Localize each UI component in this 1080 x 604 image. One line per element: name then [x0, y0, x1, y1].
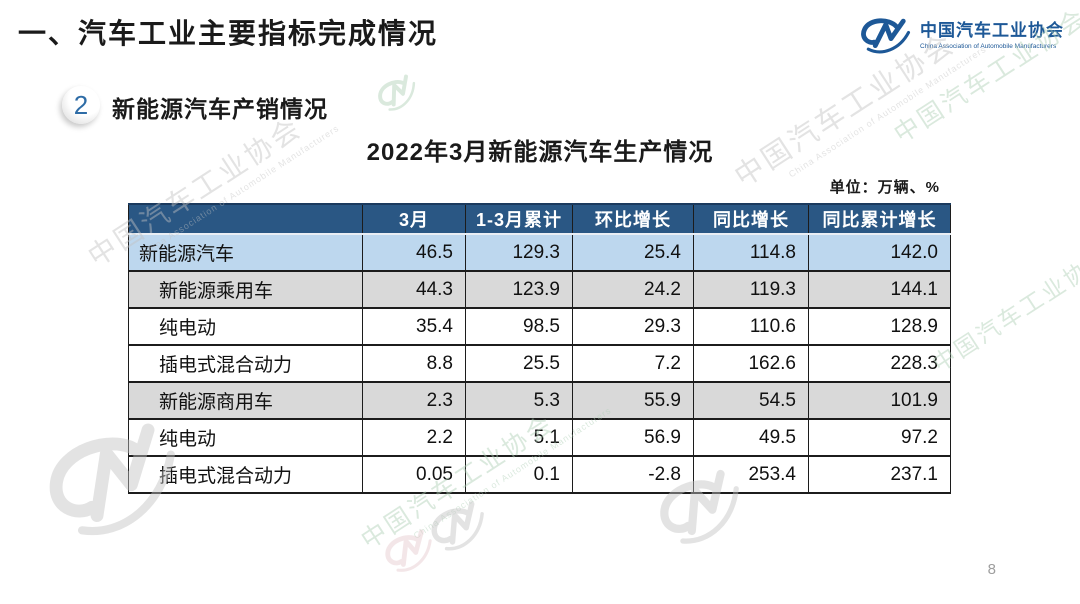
value-cell: 119.3 — [693, 271, 809, 309]
value-cell: 142.0 — [808, 234, 951, 272]
value-cell: 128.9 — [808, 308, 951, 346]
value-cell: 2.2 — [362, 419, 466, 457]
value-cell: 55.9 — [572, 382, 694, 420]
header-cell: 3月 — [362, 203, 466, 235]
value-cell: 123.9 — [465, 271, 573, 309]
cam-logo-icon — [856, 16, 912, 56]
value-cell: 35.4 — [362, 308, 466, 346]
value-cell: 97.2 — [808, 419, 951, 457]
logo-name-cn: 中国汽车工业协会 — [920, 21, 1064, 41]
header-cell: 1-3月累计 — [465, 203, 573, 235]
value-cell: 46.5 — [362, 234, 466, 272]
value-cell: 8.8 — [362, 345, 466, 383]
page-title: 一、汽车工业主要指标完成情况 — [18, 18, 439, 49]
cam-logo-text: 中国汽车工业协会 China Association of Automobile… — [920, 21, 1064, 50]
table-row: 纯电动 2.2 5.1 56.9 49.5 97.2 — [128, 419, 951, 457]
value-cell: 49.5 — [693, 419, 809, 457]
section-number-badge: 2 — [62, 86, 100, 124]
row-label-cell: 新能源商用车 — [128, 382, 363, 420]
value-cell: -2.8 — [572, 456, 694, 494]
value-cell: 5.1 — [465, 419, 573, 457]
row-label-cell: 插电式混合动力 — [128, 345, 363, 383]
table-header: 3月 1-3月累计 环比增长 同比增长 同比累计增长 — [128, 203, 951, 235]
header-cell — [128, 203, 363, 235]
watermark-text: 中国汽车工业协会 — [927, 241, 1080, 377]
table-row: 新能源乘用车 44.3 123.9 24.2 119.3 144.1 — [128, 271, 951, 309]
section-number: 2 — [73, 89, 89, 120]
watermark — [369, 70, 424, 118]
value-cell: 25.5 — [465, 345, 573, 383]
table-row: 纯电动 35.4 98.5 29.3 110.6 128.9 — [128, 308, 951, 346]
header-cell: 同比增长 — [693, 203, 809, 235]
value-cell: 114.8 — [693, 234, 809, 272]
production-table: 3月 1-3月累计 环比增长 同比增长 同比累计增长 新能源汽车 46.5 129.… — [128, 203, 951, 494]
value-cell: 54.5 — [693, 382, 809, 420]
row-label-cell: 新能源乘用车 — [128, 271, 363, 309]
section-heading: 新能源汽车产销情况 — [112, 96, 328, 122]
value-cell: 162.6 — [693, 345, 809, 383]
logo-name-en: China Association of Automobile Manufact… — [920, 42, 1057, 50]
table-title: 2022年3月新能源汽车生产情况 — [366, 139, 714, 166]
watermark — [375, 524, 441, 581]
row-label-cell: 纯电动 — [128, 308, 363, 346]
watermark-cam-icon — [375, 524, 441, 581]
row-label-cell: 纯电动 — [128, 419, 363, 457]
table-header-row: 3月 1-3月累计 环比增长 同比增长 同比累计增长 — [128, 203, 951, 235]
header-cell: 同比累计增长 — [808, 203, 951, 235]
row-label-cell: 新能源汽车 — [128, 234, 363, 272]
row-label-cell: 插电式混合动力 — [128, 456, 363, 494]
table-row: 插电式混合动力 8.8 25.5 7.2 162.6 228.3 — [128, 345, 951, 383]
value-cell: 2.3 — [362, 382, 466, 420]
watermark: 中国汽车工业协会 — [927, 241, 1080, 377]
value-cell: 228.3 — [808, 345, 951, 383]
cam-logo: 中国汽车工业协会 China Association of Automobile… — [856, 16, 1064, 56]
value-cell: 24.2 — [572, 271, 694, 309]
value-cell: 56.9 — [572, 419, 694, 457]
watermark — [420, 496, 496, 561]
table-row: 新能源汽车 46.5 129.3 25.4 114.8 142.0 — [128, 234, 951, 272]
page-number: 8 — [987, 561, 996, 578]
watermark-cam-icon — [374, 72, 423, 116]
value-cell: 25.4 — [572, 234, 694, 272]
value-cell: 144.1 — [808, 271, 951, 309]
value-cell: 253.4 — [693, 456, 809, 494]
unit-label: 单位：万辆、% — [829, 179, 940, 196]
header-cell: 环比增长 — [572, 203, 694, 235]
value-cell: 110.6 — [693, 308, 809, 346]
watermark-cam-icon — [420, 496, 496, 561]
value-cell: 0.05 — [362, 456, 466, 494]
value-cell: 5.3 — [465, 382, 573, 420]
table-row: 新能源商用车 2.3 5.3 55.9 54.5 101.9 — [128, 382, 951, 420]
table-body: 新能源汽车 46.5 129.3 25.4 114.8 142.0 新能源乘用车 44.3 12… — [128, 234, 951, 494]
value-cell: 98.5 — [465, 308, 573, 346]
table-row: 插电式混合动力 0.05 0.1 -2.8 253.4 237.1 — [128, 456, 951, 494]
value-cell: 237.1 — [808, 456, 951, 494]
value-cell: 0.1 — [465, 456, 573, 494]
value-cell: 7.2 — [572, 345, 694, 383]
value-cell: 29.3 — [572, 308, 694, 346]
value-cell: 129.3 — [465, 234, 573, 272]
value-cell: 101.9 — [808, 382, 951, 420]
value-cell: 44.3 — [362, 271, 466, 309]
